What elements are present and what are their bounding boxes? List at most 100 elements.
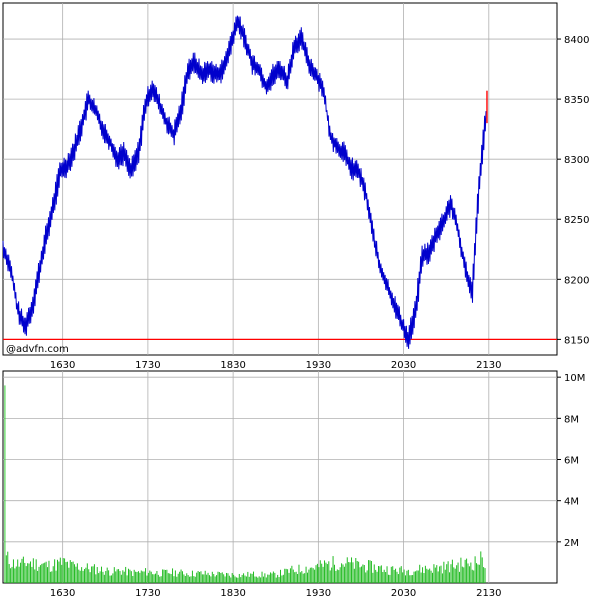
volume-bar bbox=[123, 571, 125, 583]
volume-bar bbox=[335, 570, 337, 583]
volume-x-tick-label: 1730 bbox=[135, 588, 160, 599]
volume-bar bbox=[93, 564, 95, 583]
volume-bar bbox=[262, 576, 264, 583]
volume-bar bbox=[233, 574, 235, 583]
volume-bar bbox=[35, 559, 37, 583]
price-x-tick-label: 1630 bbox=[50, 360, 75, 371]
volume-bar bbox=[28, 563, 30, 583]
volume-bar bbox=[181, 571, 183, 583]
volume-bar bbox=[226, 572, 228, 583]
volume-bar bbox=[29, 561, 31, 583]
volume-bar bbox=[292, 569, 294, 583]
volume-bar bbox=[258, 576, 260, 583]
volume-bar bbox=[460, 557, 462, 583]
volume-bar bbox=[308, 569, 310, 583]
volume-bar bbox=[403, 569, 405, 583]
volume-bar bbox=[14, 568, 16, 583]
volume-bar bbox=[247, 571, 249, 583]
volume-bar bbox=[426, 568, 428, 583]
volume-bar bbox=[332, 556, 334, 583]
volume-bar bbox=[17, 559, 19, 583]
volume-bar bbox=[328, 561, 330, 583]
volume-bar bbox=[197, 571, 199, 583]
volume-y-tick-label: 6M bbox=[564, 456, 579, 467]
price-y-tick-label: 8400 bbox=[564, 35, 589, 46]
volume-bar bbox=[224, 576, 226, 583]
volume-bar bbox=[447, 561, 449, 583]
volume-bar bbox=[89, 572, 91, 583]
volume-bar bbox=[125, 566, 127, 583]
volume-bar bbox=[348, 562, 350, 583]
volume-bar bbox=[281, 575, 283, 583]
price-x-tick-label: 1930 bbox=[306, 360, 331, 371]
volume-bar bbox=[366, 570, 368, 583]
price-x-axis: 1630 1730 1830 1930 2030 2130 bbox=[50, 360, 502, 371]
volume-bar bbox=[162, 569, 164, 583]
volume-bar bbox=[227, 573, 229, 583]
volume-bar bbox=[92, 566, 94, 583]
volume-x-tick-label: 2030 bbox=[391, 588, 416, 599]
volume-bar bbox=[99, 571, 101, 583]
volume-bar bbox=[470, 562, 472, 583]
volume-bar bbox=[118, 569, 120, 583]
volume-bar bbox=[58, 561, 60, 583]
volume-x-tick-label: 1630 bbox=[50, 588, 75, 599]
volume-bar bbox=[122, 570, 124, 583]
volume-bar bbox=[405, 575, 407, 583]
volume-bar bbox=[42, 563, 44, 583]
volume-bar bbox=[349, 562, 351, 583]
volume-bar bbox=[268, 574, 270, 583]
volume-bar bbox=[390, 566, 392, 583]
volume-bar bbox=[267, 574, 269, 583]
price-x-tick-label: 1830 bbox=[220, 360, 245, 371]
watermark: @advfn.com bbox=[6, 344, 69, 355]
volume-bar bbox=[220, 573, 222, 583]
volume-bar bbox=[91, 566, 93, 583]
volume-bar bbox=[463, 567, 465, 583]
volume-bar bbox=[461, 566, 463, 583]
volume-bar bbox=[439, 566, 441, 583]
volume-bar bbox=[47, 567, 49, 583]
volume-bar bbox=[326, 564, 328, 583]
volume-bar bbox=[38, 566, 40, 583]
volume-bar bbox=[423, 573, 425, 583]
volume-bar bbox=[228, 575, 230, 583]
volume-y-tick-label: 4M bbox=[564, 497, 579, 508]
volume-bar bbox=[20, 562, 22, 583]
volume-bar bbox=[436, 565, 438, 583]
volume-bar bbox=[95, 574, 97, 583]
volume-bar bbox=[25, 566, 27, 583]
volume-bar bbox=[184, 575, 186, 583]
price-y-tick-label: 8150 bbox=[564, 335, 589, 346]
volume-bar bbox=[187, 575, 189, 583]
price-series bbox=[2, 15, 488, 349]
volume-bar bbox=[66, 561, 68, 583]
volume-bar bbox=[108, 570, 110, 583]
volume-bar bbox=[318, 567, 320, 583]
volume-bar bbox=[177, 573, 179, 583]
volume-bar bbox=[257, 577, 259, 583]
volume-bar bbox=[393, 569, 395, 583]
volume-bar bbox=[174, 570, 176, 583]
volume-bar bbox=[282, 574, 284, 583]
volume-bar bbox=[170, 574, 172, 583]
volume-bars bbox=[4, 385, 486, 583]
volume-bar bbox=[306, 572, 308, 583]
volume-bar bbox=[450, 564, 452, 583]
volume-bar bbox=[437, 571, 439, 583]
volume-bar bbox=[368, 560, 370, 583]
volume-bar bbox=[248, 576, 250, 583]
volume-bar bbox=[203, 574, 205, 583]
volume-bar bbox=[483, 567, 485, 583]
volume-bar bbox=[143, 571, 145, 583]
volume-bar bbox=[105, 571, 107, 583]
volume-panel-frame bbox=[2, 370, 558, 584]
volume-bar bbox=[456, 565, 458, 583]
volume-bar bbox=[142, 571, 144, 583]
volume-bar bbox=[419, 564, 421, 583]
volume-bar bbox=[402, 572, 404, 583]
volume-bar bbox=[380, 565, 382, 583]
volume-bar bbox=[302, 573, 304, 583]
volume-bar bbox=[383, 569, 385, 583]
volume-bar bbox=[140, 570, 142, 583]
